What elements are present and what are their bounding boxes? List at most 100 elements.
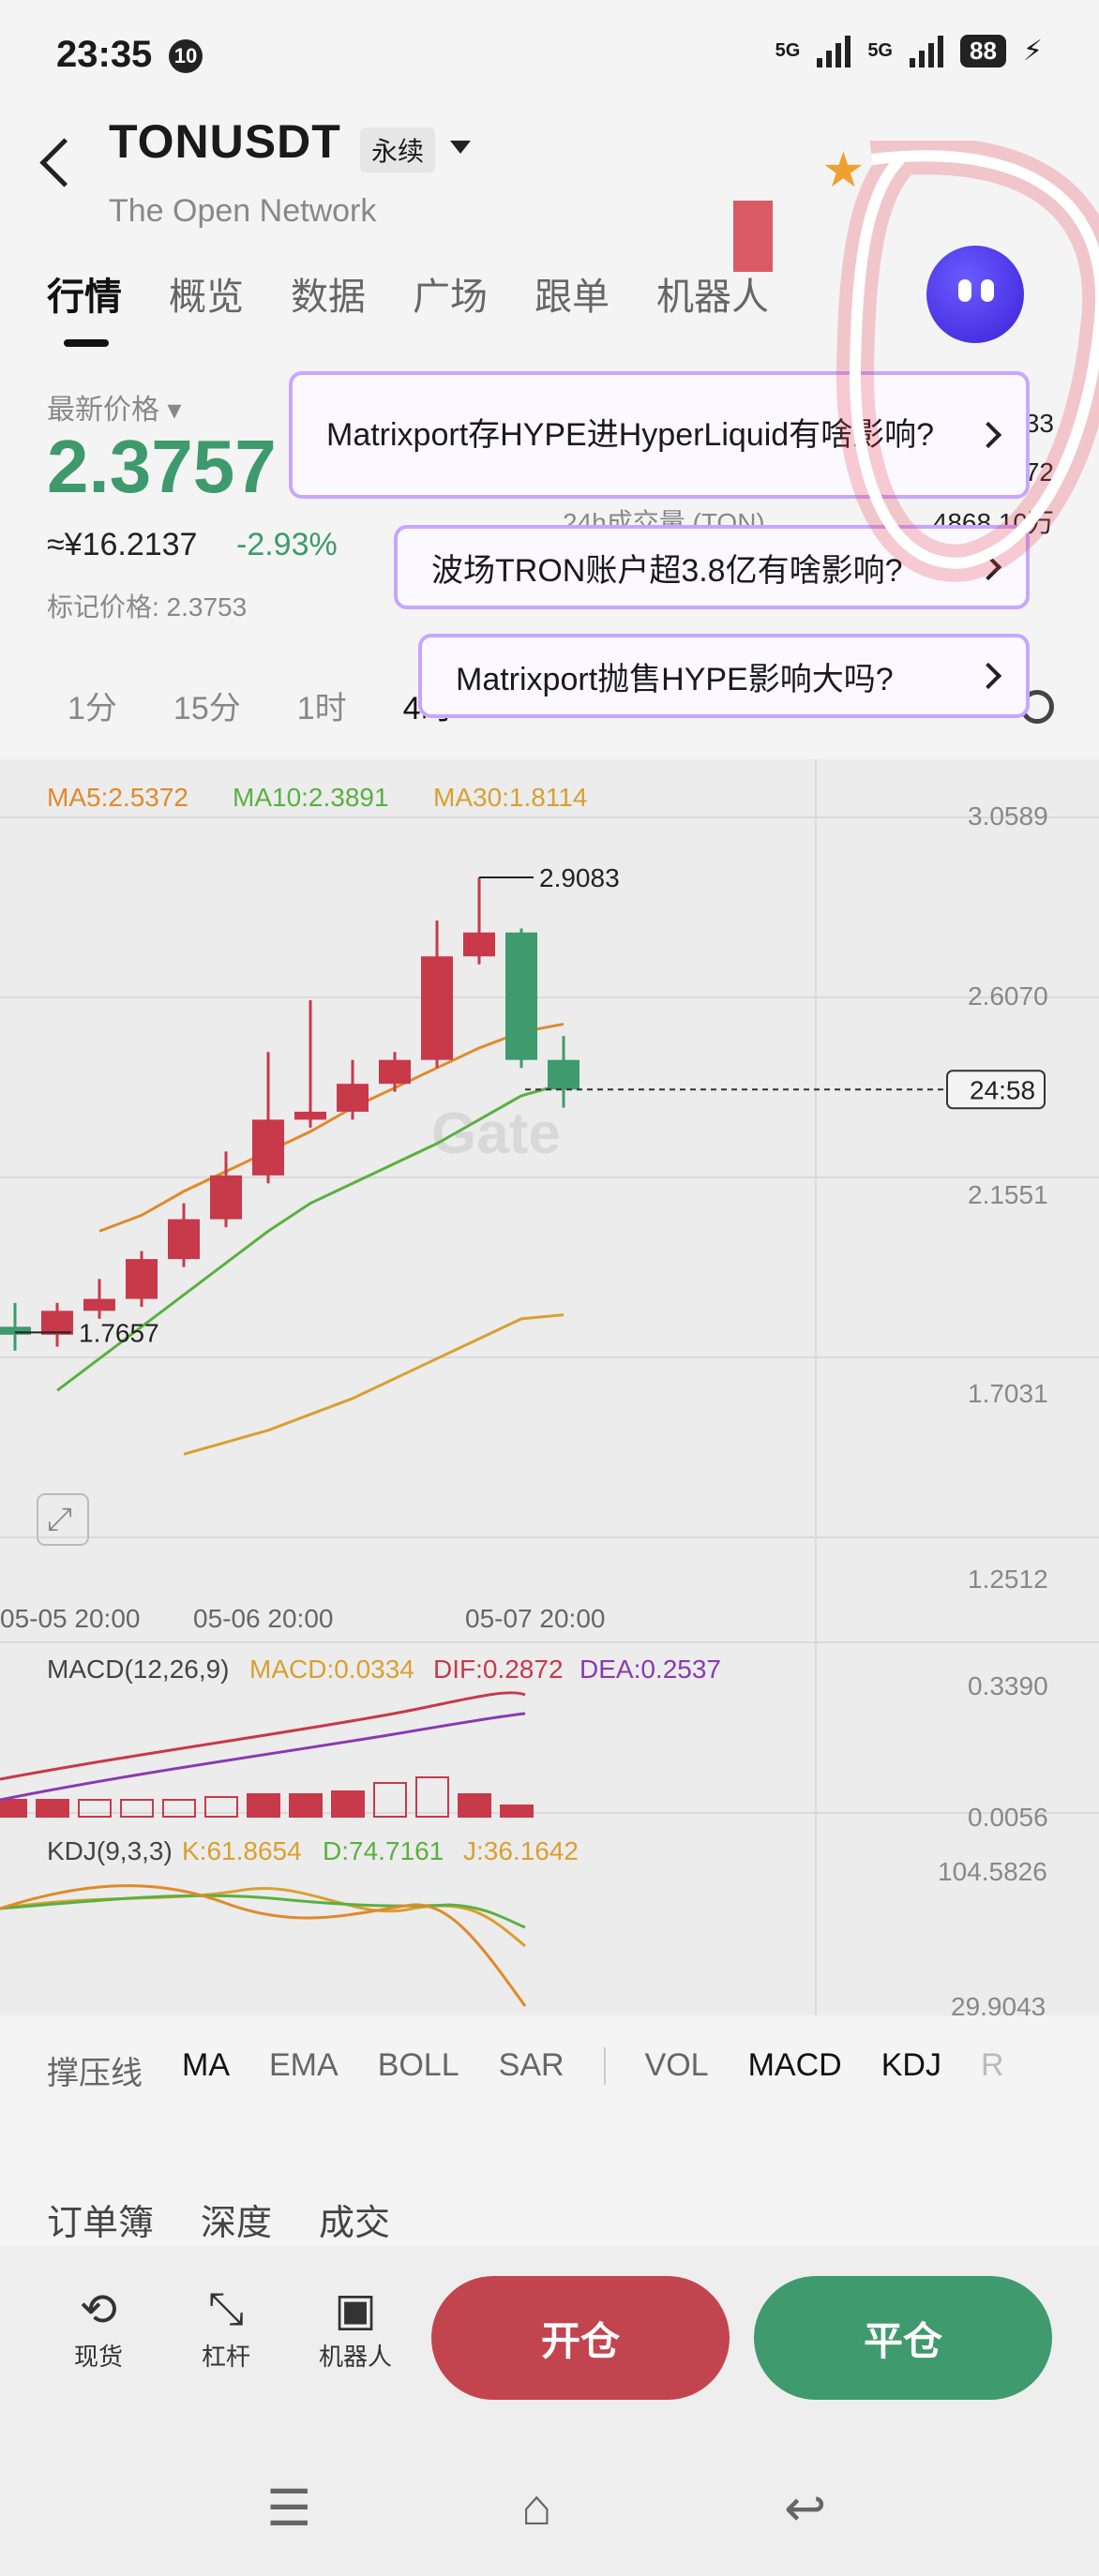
dif-value: DIF:0.2872	[433, 1655, 564, 1684]
tab-data[interactable]: 数据	[291, 277, 366, 318]
bot-button[interactable]: ▣ 机器人	[304, 2284, 407, 2373]
y-tick: 2.1551	[968, 1180, 1048, 1209]
candle-body	[252, 1119, 284, 1176]
tab-orderbook[interactable]: 订单簿	[47, 2204, 155, 2243]
last-price: 2.3757	[47, 425, 277, 508]
indicator-kdj[interactable]: KDJ	[881, 2047, 941, 2083]
countdown-box	[946, 1070, 1046, 1110]
assistant-avatar-icon[interactable]	[926, 246, 1024, 343]
menu-icon[interactable]: ☰	[266, 2480, 312, 2537]
j-line	[0, 1884, 527, 2007]
divider	[603, 2047, 606, 2085]
status-time: 23:35	[56, 34, 153, 75]
star-icon[interactable]: ★	[821, 143, 866, 198]
tab-depth[interactable]: 深度	[201, 2204, 273, 2243]
ma30-line	[183, 1313, 565, 1456]
y-axis-ticks: 3.0589 2.6070 2.1551 1.7031 1.2512	[968, 801, 1048, 1594]
spot-button[interactable]: ⟲ 现货	[47, 2284, 150, 2373]
x-tick: 05-07 20:00	[465, 1604, 605, 1633]
contract-type-tag[interactable]: 永续	[360, 127, 436, 172]
k-value: K:61.8654	[182, 1836, 302, 1865]
macd-bar	[120, 1799, 154, 1818]
red-circle-annotation	[836, 141, 1099, 582]
ma5-line	[98, 1022, 565, 1233]
signal-bars-icon-2	[910, 34, 943, 67]
stat-value-1: 33	[1024, 409, 1054, 438]
indicator-sar[interactable]: SAR	[498, 2047, 565, 2083]
tab-copy[interactable]: 跟单	[534, 277, 610, 318]
popup-text: Matrixport抛售HYPE影响大吗?	[456, 661, 894, 697]
timeframe-tabs: 1分 15分 1时 4时	[68, 682, 453, 728]
price-label[interactable]: 最新价格 ▾	[47, 395, 182, 426]
tab-overview[interactable]: 概览	[169, 277, 244, 318]
change-percent: -2.93%	[236, 527, 338, 562]
signal-bars-icon	[817, 34, 851, 67]
j-value: J:36.1642	[463, 1836, 579, 1865]
ai-suggestion-2[interactable]: 波场TRON账户超3.8亿有啥影响?	[394, 525, 1030, 609]
candle-body	[421, 956, 453, 1060]
macd-bar	[331, 1790, 365, 1818]
pair-subtitle: The Open Network	[109, 193, 377, 229]
indicator-boll[interactable]: BOLL	[377, 2047, 459, 2083]
main-tabs: 行情 概览 数据 广场 跟单 机器人	[47, 266, 769, 321]
indicator-rsi[interactable]: R	[980, 2047, 1004, 2083]
close-position-button[interactable]: 平仓	[754, 2276, 1052, 2400]
open-position-button[interactable]: 开仓	[431, 2276, 730, 2400]
ai-suggestion-3[interactable]: Matrixport抛售HYPE影响大吗?	[418, 634, 1030, 718]
tab-trades[interactable]: 成交	[319, 2204, 391, 2243]
ai-suggestion-1[interactable]: Matrixport存HYPE进HyperLiquid有啥影响?	[289, 371, 1030, 499]
back-icon[interactable]	[39, 138, 89, 187]
y-tick: 3.0589	[968, 801, 1048, 831]
tab-square[interactable]: 广场	[413, 277, 488, 318]
d-line	[0, 1894, 526, 1929]
indicator-vol[interactable]: VOL	[644, 2047, 709, 2083]
candle-body	[0, 1326, 31, 1335]
leverage-icon: ⤡	[207, 2284, 245, 2334]
dropdown-icon[interactable]	[450, 141, 471, 154]
leverage-button[interactable]: ⤡ 杠杆	[174, 2284, 278, 2373]
timeframe-1m[interactable]: 1分	[68, 691, 117, 726]
macd-bar	[373, 1782, 407, 1818]
charging-icon: ⚡	[1022, 35, 1043, 67]
tab-market[interactable]: 行情	[47, 277, 122, 318]
indicator-ema[interactable]: EMA	[269, 2047, 339, 2083]
y-tick: 1.2512	[968, 1565, 1048, 1594]
battery-icon: 88	[960, 34, 1006, 67]
macd-tick: 0.3390	[968, 1671, 1048, 1700]
macd-title: MACD(12,26,9)	[47, 1655, 230, 1684]
y-tick: 1.7031	[968, 1379, 1048, 1408]
indicator-support[interactable]: 撑压线	[47, 2056, 143, 2091]
candle-body	[168, 1219, 200, 1260]
candlestick-chart[interactable]: Gate 24:58 2.9083 1.7657 MA5:2.5372 MA10…	[0, 759, 1099, 2015]
candle-body	[379, 1059, 411, 1085]
dea-value: DEA:0.2537	[580, 1655, 721, 1684]
tab-bot[interactable]: 机器人	[656, 277, 769, 318]
high-label: 2.9083	[539, 863, 620, 892]
y-tick: 2.6070	[968, 981, 1048, 1011]
candle-body	[41, 1310, 73, 1335]
indicator-ma[interactable]: MA	[182, 2047, 230, 2083]
timeframe-15m[interactable]: 15分	[173, 691, 241, 726]
robot-icon: ▣	[334, 2285, 377, 2335]
macd-bar	[78, 1799, 112, 1818]
x-tick: 05-06 20:00	[193, 1604, 333, 1633]
kdj-tick: 29.9043	[951, 1992, 1046, 2015]
macd-bar	[458, 1793, 491, 1818]
countdown-label: 24:58	[970, 1075, 1035, 1104]
timeframe-1h[interactable]: 1时	[296, 691, 347, 726]
indicator-bar: 撑压线 MA EMA BOLL SAR VOL MACD KDJ R	[47, 2047, 1004, 2093]
d-value: D:74.7161	[323, 1836, 444, 1865]
candle-body	[505, 932, 537, 1060]
candle-body	[548, 1059, 580, 1090]
chevron-right-icon	[974, 662, 1002, 690]
dea-line	[0, 1712, 526, 1802]
home-icon[interactable]: ⌂	[521, 2479, 552, 2536]
orderbook-tabs: 订单簿 深度 成交	[47, 2194, 390, 2245]
macd-value: MACD:0.0334	[249, 1655, 414, 1684]
macd-tick: 0.0056	[968, 1803, 1048, 1832]
indicator-macd[interactable]: MACD	[747, 2047, 842, 2083]
ma10-line	[56, 1082, 565, 1392]
kdj-tick: 104.5826	[938, 1857, 1047, 1886]
macd-bar	[247, 1793, 280, 1818]
back-nav-icon[interactable]: ↩	[784, 2480, 827, 2537]
